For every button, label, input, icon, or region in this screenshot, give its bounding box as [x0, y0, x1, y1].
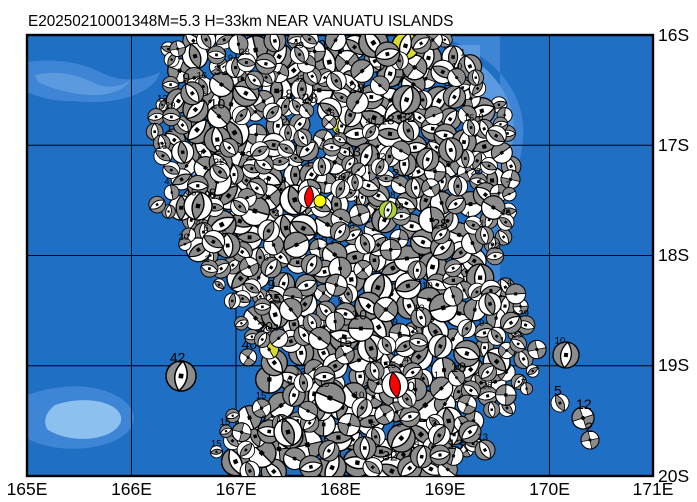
svg-text:166E: 166E: [111, 479, 152, 499]
svg-text:15: 15: [211, 438, 222, 449]
svg-text:4: 4: [164, 176, 169, 187]
svg-text:2: 2: [282, 117, 287, 128]
svg-text:10: 10: [452, 61, 463, 72]
svg-text:2: 2: [479, 218, 484, 229]
svg-text:25: 25: [386, 360, 397, 371]
svg-text:2: 2: [274, 208, 279, 219]
svg-text:4: 4: [477, 177, 482, 188]
svg-text:10: 10: [555, 335, 566, 346]
svg-text:168E: 168E: [320, 479, 361, 499]
svg-text:10: 10: [422, 281, 433, 292]
svg-text:1: 1: [500, 336, 505, 347]
svg-text:22: 22: [490, 241, 501, 252]
svg-text:10: 10: [367, 355, 378, 366]
svg-text:8: 8: [478, 112, 483, 123]
svg-text:28: 28: [432, 216, 448, 232]
svg-text:8: 8: [412, 325, 417, 336]
svg-text:12: 12: [576, 396, 592, 412]
svg-text:3: 3: [408, 172, 413, 183]
svg-text:6: 6: [203, 223, 208, 234]
svg-text:12: 12: [375, 152, 386, 163]
svg-text:42: 42: [170, 350, 186, 366]
svg-text:16S: 16S: [658, 25, 689, 45]
svg-text:4: 4: [414, 438, 419, 449]
svg-text:17S: 17S: [658, 135, 689, 155]
svg-text:2: 2: [585, 419, 593, 435]
svg-text:10: 10: [352, 306, 368, 322]
svg-text:169E: 169E: [425, 479, 466, 499]
svg-text:9: 9: [479, 318, 484, 329]
svg-text:165E: 165E: [7, 479, 48, 499]
svg-text:20: 20: [178, 232, 189, 243]
svg-text:8: 8: [335, 127, 340, 138]
svg-text:2: 2: [198, 149, 203, 160]
svg-text:2: 2: [392, 165, 400, 181]
svg-text:6: 6: [264, 252, 269, 263]
svg-text:20: 20: [257, 318, 273, 334]
svg-text:15: 15: [337, 334, 353, 350]
svg-text:16: 16: [197, 71, 208, 82]
svg-text:E20250210001348M=5.3 H=33km: E20250210001348M=5.3 H=33km NEAR VANUATU…: [28, 13, 453, 30]
svg-text:13: 13: [477, 432, 488, 443]
svg-text:18S: 18S: [658, 245, 689, 265]
svg-text:9: 9: [228, 53, 233, 64]
svg-text:7: 7: [374, 63, 382, 79]
svg-text:1: 1: [434, 370, 439, 381]
svg-text:40: 40: [335, 172, 346, 183]
svg-text:16: 16: [156, 141, 167, 152]
svg-text:18: 18: [451, 359, 467, 375]
svg-text:15: 15: [256, 391, 267, 402]
svg-text:1: 1: [460, 47, 465, 58]
svg-text:40: 40: [500, 208, 511, 219]
svg-text:28: 28: [482, 381, 493, 392]
svg-text:9: 9: [182, 69, 190, 85]
svg-text:2: 2: [273, 322, 278, 333]
svg-text:4: 4: [465, 210, 470, 221]
svg-text:13: 13: [295, 367, 306, 378]
svg-text:32: 32: [399, 109, 415, 125]
svg-text:28: 28: [349, 80, 365, 96]
svg-text:5: 5: [554, 383, 562, 399]
svg-text:15: 15: [186, 188, 197, 199]
svg-text:10: 10: [354, 390, 365, 401]
svg-text:28: 28: [239, 47, 250, 58]
svg-text:29: 29: [293, 40, 304, 51]
svg-text:10: 10: [210, 95, 226, 111]
svg-text:20S: 20S: [658, 466, 689, 486]
svg-text:13: 13: [414, 303, 425, 314]
svg-text:15: 15: [319, 379, 330, 390]
svg-text:1: 1: [352, 192, 360, 208]
svg-text:2: 2: [432, 419, 437, 430]
svg-text:15: 15: [220, 417, 231, 428]
svg-text:6: 6: [370, 420, 375, 431]
svg-text:29: 29: [165, 100, 176, 111]
svg-text:22: 22: [214, 157, 225, 168]
svg-text:40: 40: [365, 117, 376, 128]
svg-text:6: 6: [397, 330, 402, 341]
svg-text:19S: 19S: [658, 355, 689, 375]
svg-text:15: 15: [276, 414, 287, 425]
svg-text:7: 7: [521, 377, 526, 388]
svg-text:170E: 170E: [529, 479, 570, 499]
svg-text:7: 7: [506, 180, 511, 191]
svg-text:2: 2: [261, 414, 266, 425]
svg-text:28: 28: [302, 90, 318, 106]
svg-text:7: 7: [395, 73, 403, 89]
svg-text:16: 16: [324, 108, 335, 119]
svg-text:167E: 167E: [216, 479, 257, 499]
svg-text:13: 13: [345, 144, 361, 160]
svg-text:9: 9: [338, 296, 343, 307]
svg-text:18: 18: [379, 111, 395, 127]
svg-text:2: 2: [205, 254, 210, 265]
svg-text:9: 9: [287, 376, 292, 387]
svg-text:4: 4: [404, 355, 409, 366]
svg-text:4: 4: [507, 277, 512, 288]
svg-text:15: 15: [464, 113, 475, 124]
